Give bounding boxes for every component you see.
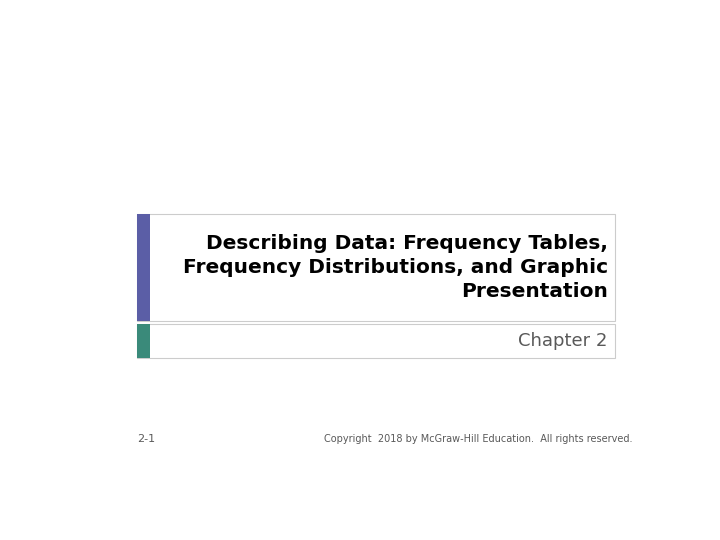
Bar [138, 324, 150, 358]
Bar [138, 214, 615, 321]
Bar [138, 214, 150, 321]
Text: Copyright  2018 by McGraw-Hill Education.  All rights reserved.: Copyright 2018 by McGraw-Hill Education.… [324, 434, 633, 444]
Text: 2-1: 2-1 [138, 434, 156, 444]
Text: Describing Data: Frequency Tables,
Frequency Distributions, and Graphic
Presenta: Describing Data: Frequency Tables, Frequ… [183, 234, 608, 301]
Text: Chapter 2: Chapter 2 [518, 332, 608, 350]
Bar [138, 324, 615, 358]
